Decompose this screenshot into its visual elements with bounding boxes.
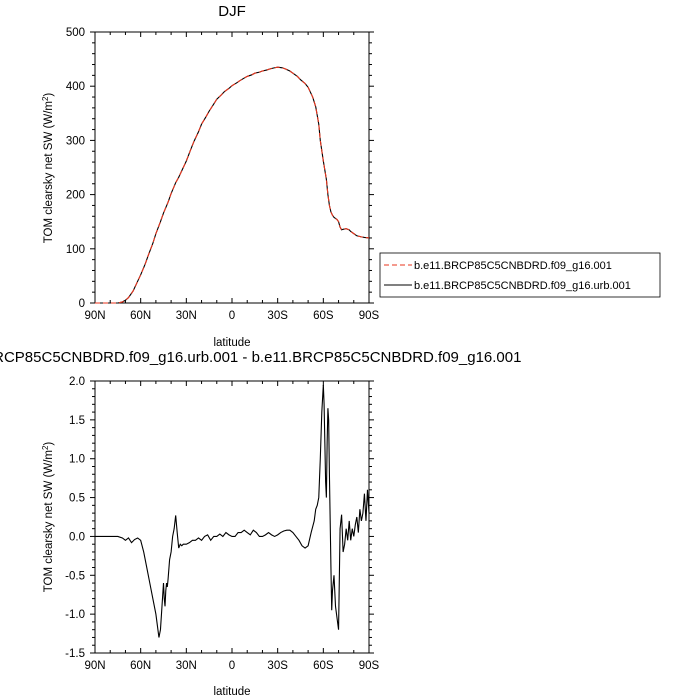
legend-box bbox=[379, 252, 661, 298]
bottom-y-tick-label: -1.5 bbox=[65, 648, 85, 660]
bottom-x-tick-label: 90S bbox=[359, 660, 380, 672]
bottom-y-axis-label: TOM clearsky net SW (W/m2) bbox=[41, 442, 55, 593]
bottom-panel: b.e11.BRCP85C5CNBDRD.f09_g16.urb.001 - b… bbox=[0, 349, 521, 698]
legend: b.e11.BRCP85C5CNBDRD.f09_g16.001 b.e11.B… bbox=[379, 252, 661, 298]
top-x-tick-label: 60N bbox=[130, 310, 151, 322]
bottom-x-tick-label: 0 bbox=[229, 660, 235, 672]
bottom-y-tick-label: 2.0 bbox=[69, 376, 85, 388]
bottom-y-tick-label: 1.0 bbox=[69, 454, 85, 466]
top-ticks: 90N 60N 30N 0 30S 60S 90S 0 100 200 300 400 500 bbox=[66, 27, 380, 322]
bottom-x-tick-label: 30S bbox=[267, 660, 288, 672]
top-x-tick-label: 90S bbox=[359, 310, 380, 322]
bottom-ticks: 90N 60N 30N 0 30S 60S 90S -1.5 -1.0 -0.5 0.0 0.5 1.0… bbox=[65, 376, 379, 672]
top-series-line-1 bbox=[95, 66, 370, 304]
top-x-tick-label: 30N bbox=[176, 310, 197, 322]
bottom-x-tick-label: 90N bbox=[84, 660, 105, 672]
top-y-tick-label: 0 bbox=[79, 298, 85, 310]
top-series-lines bbox=[95, 66, 370, 304]
top-x-axis-label: latitude bbox=[213, 337, 250, 349]
top-series-line-2 bbox=[95, 66, 370, 304]
top-x-tick-label: 0 bbox=[229, 310, 235, 322]
bottom-x-tick-label: 60N bbox=[130, 660, 151, 672]
top-x-tick-label: 60S bbox=[313, 310, 334, 322]
bottom-y-tick-label: 0.0 bbox=[69, 531, 85, 543]
top-chart-title: DJF bbox=[218, 3, 246, 20]
bottom-x-axis-label: latitude bbox=[213, 686, 250, 698]
bottom-y-tick-label: -1.0 bbox=[65, 609, 85, 621]
top-y-tick-label: 500 bbox=[66, 27, 85, 39]
top-y-tick-label: 400 bbox=[66, 81, 85, 93]
top-y-tick-label: 100 bbox=[66, 244, 85, 256]
bottom-y-tick-label: 0.5 bbox=[69, 493, 85, 505]
bottom-series-lines bbox=[95, 384, 370, 638]
top-y-tick-label: 200 bbox=[66, 190, 85, 202]
bottom-y-tick-label: 1.5 bbox=[69, 415, 85, 427]
bottom-x-tick-label: 60S bbox=[313, 660, 334, 672]
top-y-tick-label: 300 bbox=[66, 135, 85, 147]
bottom-y-tick-label: -0.5 bbox=[65, 570, 85, 582]
top-x-tick-label: 90N bbox=[84, 310, 105, 322]
top-y-axis-label: TOM clearsky net SW (W/m2) bbox=[41, 93, 55, 244]
legend-label-series-1: b.e11.BRCP85C5CNBDRD.f09_g16.001 bbox=[414, 260, 612, 272]
top-plot-frame bbox=[94, 31, 370, 304]
bottom-x-tick-label: 30N bbox=[176, 660, 197, 672]
top-panel: DJF 90N 60N 30N 0 30S 60S 90S0100200300400500 … bbox=[41, 3, 380, 349]
legend-label-series-2: b.e11.BRCP85C5CNBDRD.f09_g16.urb.001 bbox=[414, 280, 631, 292]
top-x-tick-label: 30S bbox=[267, 310, 288, 322]
bottom-series-line-1 bbox=[95, 384, 370, 638]
bottom-chart-title: b.e11.BRCP85C5CNBDRD.f09_g16.urb.001 - b… bbox=[0, 349, 521, 366]
